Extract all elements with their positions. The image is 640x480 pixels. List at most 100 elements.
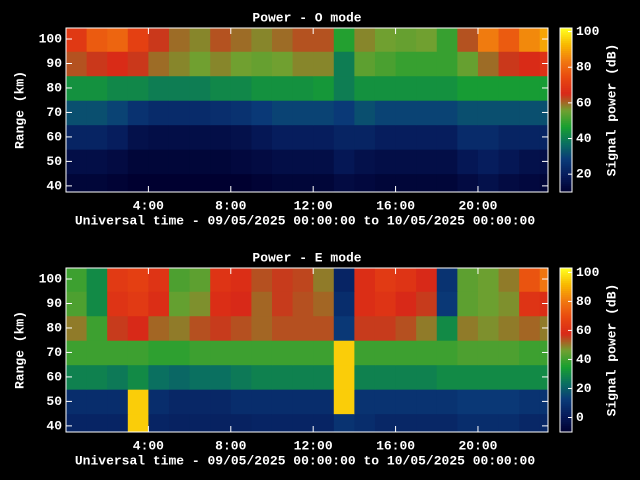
heat-cell [519, 100, 541, 126]
heat-cell [107, 124, 129, 150]
heat-cell [436, 75, 458, 101]
colorbar-strip [560, 296, 572, 300]
heat-cell [107, 100, 129, 126]
colorbar-strip [560, 142, 572, 146]
colorbar-strip [560, 374, 572, 378]
heat-cell [107, 291, 129, 317]
colorbar-strip [560, 42, 572, 45]
colorbar-strip [560, 46, 572, 49]
heat-cell [292, 124, 314, 150]
colorbar-strip [560, 187, 572, 191]
heat-cell [127, 268, 149, 292]
heat-cell [374, 291, 397, 317]
colorbar-strip [560, 323, 572, 326]
heat-cell [148, 28, 170, 52]
heat-cell [127, 340, 149, 366]
x-axis-label: Universal time - 09/05/2025 00:00:00 to … [75, 453, 535, 468]
colorbar-strip [560, 144, 572, 148]
heat-cell [168, 364, 191, 390]
colorbar-strip [560, 64, 572, 68]
heat-cell [519, 124, 541, 150]
heat-cell [313, 291, 335, 317]
heat-cell [416, 268, 438, 292]
colorbar-strip [560, 311, 572, 314]
colorbar-strip [560, 36, 572, 39]
x-axis-label: Universal time - 09/05/2025 00:00:00 to … [75, 213, 535, 228]
colorbar-strip [560, 341, 572, 345]
heat-cell [189, 364, 211, 390]
heat-cell [436, 100, 458, 126]
heat-cell [477, 315, 500, 341]
colorbar-strip [560, 298, 572, 302]
heat-cell [66, 28, 88, 52]
heat-cell [354, 51, 376, 77]
colorbar-tick-label: 80 [576, 294, 592, 309]
colorbar-strip [560, 378, 572, 382]
heat-cell [333, 28, 355, 52]
heat-cell [292, 268, 314, 292]
heat-cell [498, 268, 520, 292]
heat-cell [395, 51, 417, 77]
heat-cell [354, 389, 376, 415]
heat-cell [66, 364, 88, 390]
heat-cell [436, 51, 458, 77]
heat-cell [498, 149, 520, 175]
colorbar-strip [560, 335, 572, 339]
heat-cell [395, 340, 417, 366]
heat-cell [374, 149, 397, 175]
colorbar-strip [560, 317, 572, 320]
heat-cell [457, 340, 479, 366]
colorbar-strip [560, 83, 572, 86]
colorbar-strip [560, 114, 572, 117]
colorbar-strip [560, 40, 572, 43]
heat-cell [168, 315, 191, 341]
panel: Power - E mode 4:00 8:00 12:00 16:00 20:00Uni… [12, 250, 619, 468]
colorbar-strip [560, 151, 572, 154]
heat-cell [292, 173, 314, 192]
heat-cell [477, 149, 500, 175]
colorbar-strip [560, 384, 572, 388]
y-tick-label: 50 [46, 394, 62, 409]
heat-cell [313, 340, 335, 366]
heat-cell [292, 100, 314, 126]
colorbar-strip [560, 343, 572, 347]
colorbar-strip [560, 99, 572, 103]
heat-cell [374, 389, 397, 415]
colorbar-strip [560, 405, 572, 408]
colorbar-strip [560, 189, 572, 193]
heat-cell [189, 340, 211, 366]
colorbar-strip [560, 358, 572, 361]
colorbar-strip [560, 399, 572, 402]
colorbar-strip [560, 167, 572, 170]
heat-cell [457, 149, 479, 175]
colorbar-label: Signal power (dB) [604, 44, 619, 177]
colorbar-strip [560, 309, 572, 312]
heat-cell [395, 173, 417, 192]
heat-cell [271, 389, 294, 415]
heat-cell [189, 315, 211, 341]
colorbar-strip [560, 282, 572, 285]
heat-cell [210, 124, 232, 150]
colorbar-strip [560, 181, 572, 185]
colorbar-tick-label: 40 [576, 131, 592, 146]
heat-cell [271, 291, 294, 317]
colorbar-strip [560, 54, 572, 58]
heat-cell [251, 124, 273, 150]
colorbar-strip [560, 95, 572, 99]
heat-cell [519, 315, 541, 341]
colorbar-strip [560, 101, 572, 105]
heat-cell [395, 291, 417, 317]
heat-cell [210, 51, 232, 77]
colorbar-strip [560, 126, 572, 129]
x-tick-label: 16:00 [376, 198, 415, 213]
colorbar-strip [560, 403, 572, 406]
heat-cell [251, 75, 273, 101]
heat-cell [230, 340, 252, 366]
y-tick-label: 90 [46, 296, 62, 311]
colorbar-label: Signal power (dB) [604, 284, 619, 417]
heat-cell [127, 173, 149, 192]
colorbar-strip [560, 397, 572, 400]
colorbar-strip [560, 134, 572, 138]
x-tick-label: 4:00 [133, 198, 164, 213]
colorbar-strip [560, 153, 572, 156]
